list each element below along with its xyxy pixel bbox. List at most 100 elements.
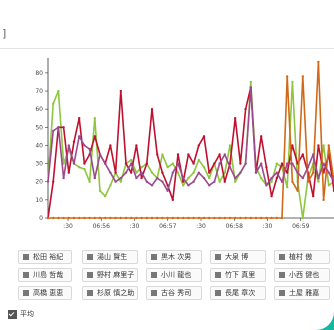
legend-item[interactable]: 小西 健也 xyxy=(274,268,330,282)
legend-item[interactable]: 長尾 章次 xyxy=(210,286,266,300)
legend-swatch xyxy=(151,254,157,260)
legend-swatch xyxy=(23,272,29,278)
data-point xyxy=(150,216,154,220)
data-point xyxy=(135,144,138,147)
data-point xyxy=(161,180,164,183)
legend-item[interactable]: 川島 哲哉 xyxy=(18,268,72,282)
data-point xyxy=(286,185,289,189)
legend-item[interactable]: 大泉 博 xyxy=(210,250,266,264)
data-point xyxy=(130,158,133,162)
data-point xyxy=(88,147,91,151)
data-point xyxy=(78,135,81,138)
legend-swatch xyxy=(23,254,29,260)
legend-swatch xyxy=(87,272,93,278)
data-point xyxy=(161,216,164,220)
data-point xyxy=(249,216,252,220)
series-line xyxy=(47,86,334,192)
data-point xyxy=(192,180,195,183)
y-tick-label: 20 xyxy=(35,179,43,186)
data-point xyxy=(275,216,278,220)
legend-label: 杉原 慎之助 xyxy=(97,289,135,297)
data-point xyxy=(260,162,263,165)
data-point xyxy=(223,216,226,220)
legend-item[interactable]: 杉原 慎之助 xyxy=(82,286,138,300)
data-point xyxy=(208,216,211,220)
legend-label: 黒木 次男 xyxy=(161,253,192,261)
data-point xyxy=(114,216,117,220)
data-point xyxy=(124,162,128,165)
data-point xyxy=(275,162,278,165)
data-point xyxy=(135,171,138,174)
series-line xyxy=(48,61,334,219)
data-point xyxy=(187,153,190,156)
legend-item[interactable]: 湯山 賢生 xyxy=(82,250,138,264)
data-point xyxy=(171,198,174,202)
average-toggle[interactable]: 平均 xyxy=(8,309,34,319)
data-point xyxy=(192,162,195,165)
data-point xyxy=(98,216,102,220)
y-tick-label: 80 xyxy=(35,70,43,77)
data-point xyxy=(135,216,138,220)
y-tick-label: 0 xyxy=(39,215,43,222)
x-tick-label: :30 xyxy=(263,223,273,230)
data-point xyxy=(301,176,304,180)
data-point xyxy=(244,107,247,111)
data-point xyxy=(46,180,50,183)
data-point xyxy=(197,216,200,220)
legend-item[interactable]: 黒木 次男 xyxy=(146,250,202,264)
legend-label: 長尾 章次 xyxy=(225,289,256,297)
data-point xyxy=(317,176,320,180)
data-point xyxy=(124,216,128,220)
header-text: ] xyxy=(2,27,7,40)
data-point xyxy=(156,153,159,156)
legend-item[interactable]: 野村 麻里子 xyxy=(82,268,138,282)
data-point xyxy=(234,216,237,220)
data-point xyxy=(150,184,154,187)
legend-label: 大泉 博 xyxy=(225,253,249,261)
data-point xyxy=(301,153,304,156)
data-point xyxy=(83,162,86,165)
legend-item[interactable]: 土屋 雅嘉 xyxy=(274,286,330,300)
data-point xyxy=(104,216,107,220)
data-point xyxy=(265,166,268,169)
data-point xyxy=(213,162,216,165)
data-point xyxy=(270,176,273,180)
series-line xyxy=(47,81,334,219)
data-point xyxy=(130,171,133,174)
data-point xyxy=(57,216,60,220)
average-checkbox[interactable] xyxy=(8,310,17,319)
data-point xyxy=(208,171,211,174)
data-point xyxy=(93,216,97,220)
data-point xyxy=(57,126,60,129)
x-tick-label: 06:59 xyxy=(292,223,309,230)
data-point xyxy=(52,102,55,105)
legend-item[interactable]: 高橋 恵恵 xyxy=(18,286,72,300)
legend-label: 松田 裕紀 xyxy=(33,253,64,261)
data-point xyxy=(67,171,71,174)
data-point xyxy=(265,216,268,220)
data-point xyxy=(223,153,226,156)
legend-label: 湯山 賢生 xyxy=(97,253,128,261)
legend-item[interactable]: 小川 龍也 xyxy=(146,268,202,282)
legend-item[interactable]: 古谷 秀司 xyxy=(146,286,202,300)
data-point xyxy=(57,89,60,93)
data-point xyxy=(67,216,71,220)
legend-item[interactable]: 植村 傲 xyxy=(274,250,330,264)
data-point xyxy=(182,176,185,180)
legend-swatch xyxy=(87,290,93,296)
data-point xyxy=(46,216,50,220)
data-point xyxy=(202,135,206,138)
data-point xyxy=(104,195,107,198)
data-point xyxy=(98,189,102,192)
legend-item[interactable]: 松田 裕紀 xyxy=(18,250,72,264)
legend-item[interactable]: 竹下 真里 xyxy=(210,268,266,282)
data-point xyxy=(239,171,242,174)
legend-swatch xyxy=(151,272,157,278)
data-point xyxy=(234,176,237,180)
data-point xyxy=(234,180,237,183)
data-point xyxy=(317,60,320,64)
data-point xyxy=(187,176,190,180)
data-point xyxy=(78,166,81,169)
data-point xyxy=(312,171,315,174)
data-point xyxy=(182,216,185,220)
